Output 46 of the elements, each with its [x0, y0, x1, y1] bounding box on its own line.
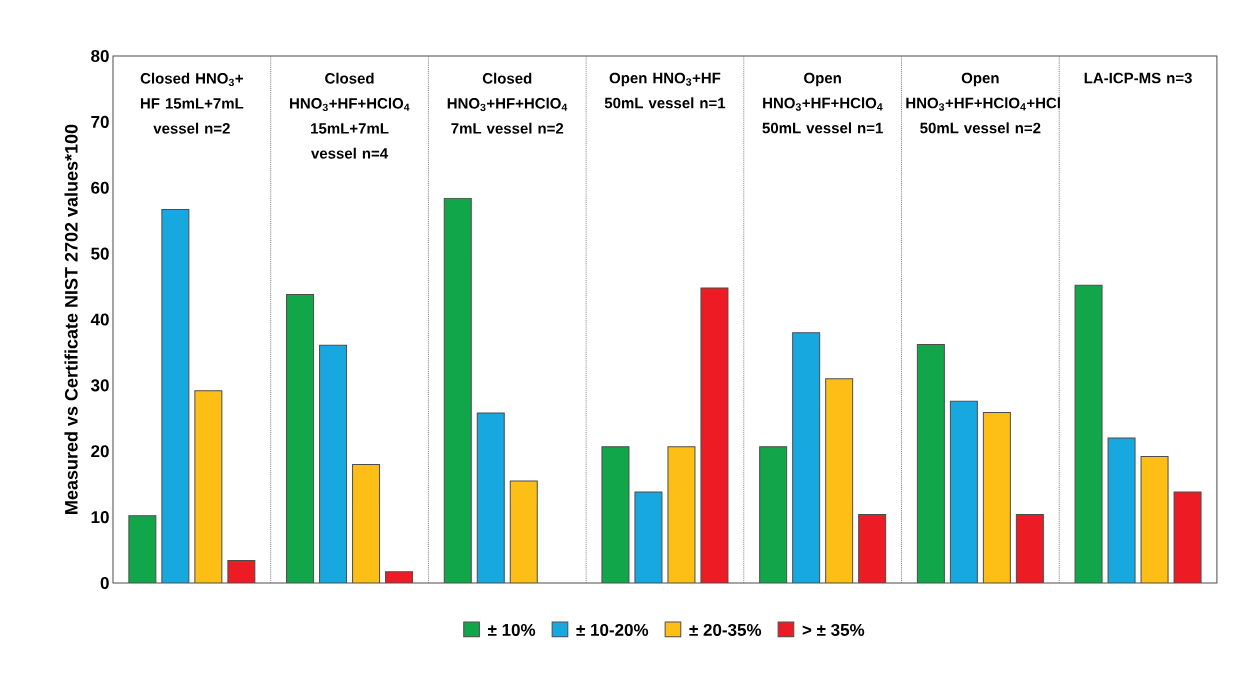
bar	[982, 411, 1011, 583]
y-tick-label: 10	[91, 511, 109, 524]
legend-label: ± 10-20%	[576, 623, 649, 636]
y-tick-label: 80	[91, 49, 109, 63]
bar	[700, 287, 729, 583]
bar	[858, 513, 887, 583]
category-label: Closed HNO$_{3}$+HF+HClO$_{4}$ 15mL+7mL vessel n=4	[290, 72, 410, 159]
legend-label: ± 10%	[487, 623, 536, 636]
x-tick-label: Open HNO$_{3}$+HF+HClO$_{4}$ 50mL vessel n=1	[762, 72, 883, 134]
x-tick-label: Open HNO$_{3}$+HF 50mL vessel n=1	[604, 72, 726, 109]
bar	[161, 208, 190, 583]
x-tick-label: Closed HNO$_{3}$+ HF 15mL+7mL vessel n=2	[140, 72, 244, 134]
bar	[319, 344, 348, 583]
y-tick-label: 50	[91, 247, 109, 260]
legend-label: ± 20-35%	[689, 623, 762, 636]
bar	[1015, 513, 1044, 583]
bar	[1107, 437, 1136, 583]
bar	[916, 344, 945, 583]
bar	[1173, 491, 1202, 583]
y-tick-label: 30	[90, 379, 109, 392]
x-tick-label: Closed HNO$_{3}$+HF+HClO$_{4}$ 7mL vessel n=2	[447, 72, 568, 134]
bar	[1074, 284, 1103, 583]
y-tick-label: 70	[91, 115, 109, 128]
bar	[509, 480, 538, 583]
y-tick-label: 20	[91, 445, 109, 458]
y-tick-label: 40	[90, 313, 109, 326]
bar	[792, 332, 821, 583]
bar	[949, 400, 978, 583]
bar	[1140, 456, 1169, 583]
bar	[667, 446, 696, 583]
legend-label: > ± 35%	[802, 623, 865, 636]
y-tick-label: 0	[100, 576, 109, 590]
bar	[634, 491, 663, 583]
bar	[194, 390, 223, 583]
y-axis-title: Measured vs Certificate NIST 2702 values*100	[64, 124, 78, 514]
bar	[352, 463, 381, 583]
x-tick-label: LA-ICP-MS n=3	[1084, 72, 1192, 84]
bar	[286, 293, 315, 583]
category-label: Open HNO$_{3}$+HF+HClO$_{4}$+HCl 50mL vessel n=2	[906, 72, 1060, 134]
y-tick-label: 60	[91, 181, 109, 194]
bar	[476, 412, 505, 583]
bar	[825, 378, 854, 583]
bar	[443, 197, 472, 583]
bar	[601, 446, 630, 583]
bar	[128, 515, 157, 583]
bar	[759, 446, 788, 583]
